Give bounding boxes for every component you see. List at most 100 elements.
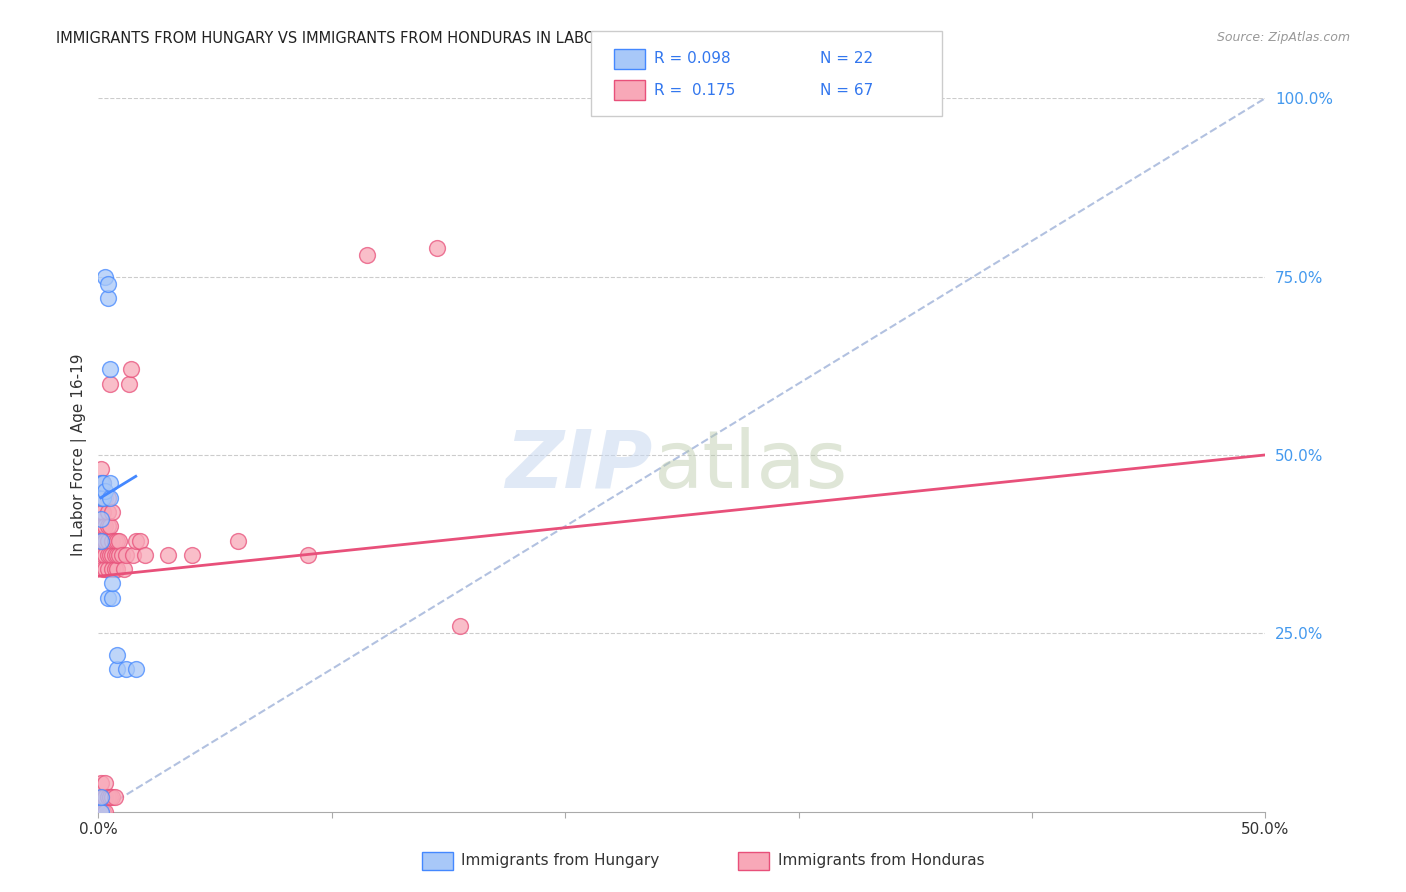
Point [157, 548, 180, 562]
Text: IMMIGRANTS FROM HUNGARY VS IMMIGRANTS FROM HONDURAS IN LABOR FORCE | AGE 16-19 C: IMMIGRANTS FROM HUNGARY VS IMMIGRANTS FR… [56, 31, 912, 47]
Point [97, 505, 120, 519]
Point [90, 491, 112, 505]
Point [101, 562, 124, 576]
Point [118, 376, 141, 391]
Point [90, 505, 112, 519]
Point [115, 662, 138, 676]
Point [91, 491, 114, 505]
Point [101, 505, 124, 519]
Text: R = 0.098: R = 0.098 [654, 52, 730, 66]
Text: N = 67: N = 67 [820, 83, 873, 97]
Point [426, 241, 449, 255]
Point [98, 362, 121, 376]
Point [90, 519, 112, 533]
Point [91, 805, 114, 819]
Point [104, 790, 127, 805]
Point [129, 533, 152, 548]
Point [101, 576, 124, 591]
Point [104, 548, 127, 562]
Point [90, 533, 112, 548]
Point [104, 562, 127, 576]
Point [91, 519, 114, 533]
Point [91, 533, 114, 548]
Y-axis label: In Labor Force | Age 16-19: In Labor Force | Age 16-19 [72, 353, 87, 557]
Point [90, 805, 112, 819]
Point [91, 790, 114, 805]
Point [94, 491, 117, 505]
Point [101, 548, 124, 562]
Point [94, 548, 117, 562]
Text: R =  0.175: R = 0.175 [654, 83, 735, 97]
Point [90, 776, 112, 790]
Point [97, 548, 120, 562]
Point [125, 533, 148, 548]
Point [228, 533, 250, 548]
Point [101, 591, 124, 605]
Point [449, 619, 471, 633]
Point [105, 533, 128, 548]
Point [105, 562, 128, 576]
Point [108, 548, 131, 562]
Point [91, 476, 114, 491]
Point [120, 362, 142, 376]
Point [90, 491, 112, 505]
Point [94, 562, 117, 576]
Point [101, 533, 124, 548]
Text: Immigrants from Hungary: Immigrants from Hungary [461, 854, 659, 868]
Point [111, 548, 134, 562]
Point [90, 462, 112, 476]
Point [91, 491, 114, 505]
Point [91, 562, 114, 576]
Point [97, 277, 120, 291]
Text: Immigrants from Honduras: Immigrants from Honduras [778, 854, 984, 868]
Text: Source: ZipAtlas.com: Source: ZipAtlas.com [1216, 31, 1350, 45]
Point [101, 790, 124, 805]
Text: N = 22: N = 22 [820, 52, 873, 66]
Point [180, 548, 202, 562]
Point [356, 248, 378, 262]
Point [104, 533, 127, 548]
Point [91, 505, 114, 519]
Point [94, 519, 117, 533]
Point [97, 519, 120, 533]
Point [97, 790, 120, 805]
Point [98, 476, 121, 491]
Point [97, 562, 120, 576]
Text: ZIP: ZIP [505, 426, 652, 505]
Text: atlas: atlas [652, 426, 846, 505]
Point [90, 790, 112, 805]
Point [90, 476, 112, 491]
Point [108, 533, 131, 548]
Point [90, 512, 112, 526]
Point [97, 533, 120, 548]
Point [90, 533, 112, 548]
Point [122, 548, 145, 562]
Point [105, 662, 128, 676]
Point [98, 376, 121, 391]
Point [98, 548, 121, 562]
Point [94, 269, 117, 284]
Point [94, 790, 117, 805]
Point [112, 562, 135, 576]
Point [94, 533, 117, 548]
Point [94, 483, 117, 498]
Point [98, 790, 121, 805]
Point [98, 491, 121, 505]
Point [97, 591, 120, 605]
Point [125, 662, 148, 676]
Point [90, 805, 112, 819]
Point [91, 548, 114, 562]
Point [97, 491, 120, 505]
Point [134, 548, 156, 562]
Point [105, 648, 128, 662]
Point [94, 776, 117, 790]
Point [91, 476, 114, 491]
Point [115, 548, 138, 562]
Point [94, 805, 117, 819]
Point [297, 548, 319, 562]
Point [90, 790, 112, 805]
Point [98, 519, 121, 533]
Point [97, 291, 120, 305]
Point [105, 548, 128, 562]
Point [90, 476, 112, 491]
